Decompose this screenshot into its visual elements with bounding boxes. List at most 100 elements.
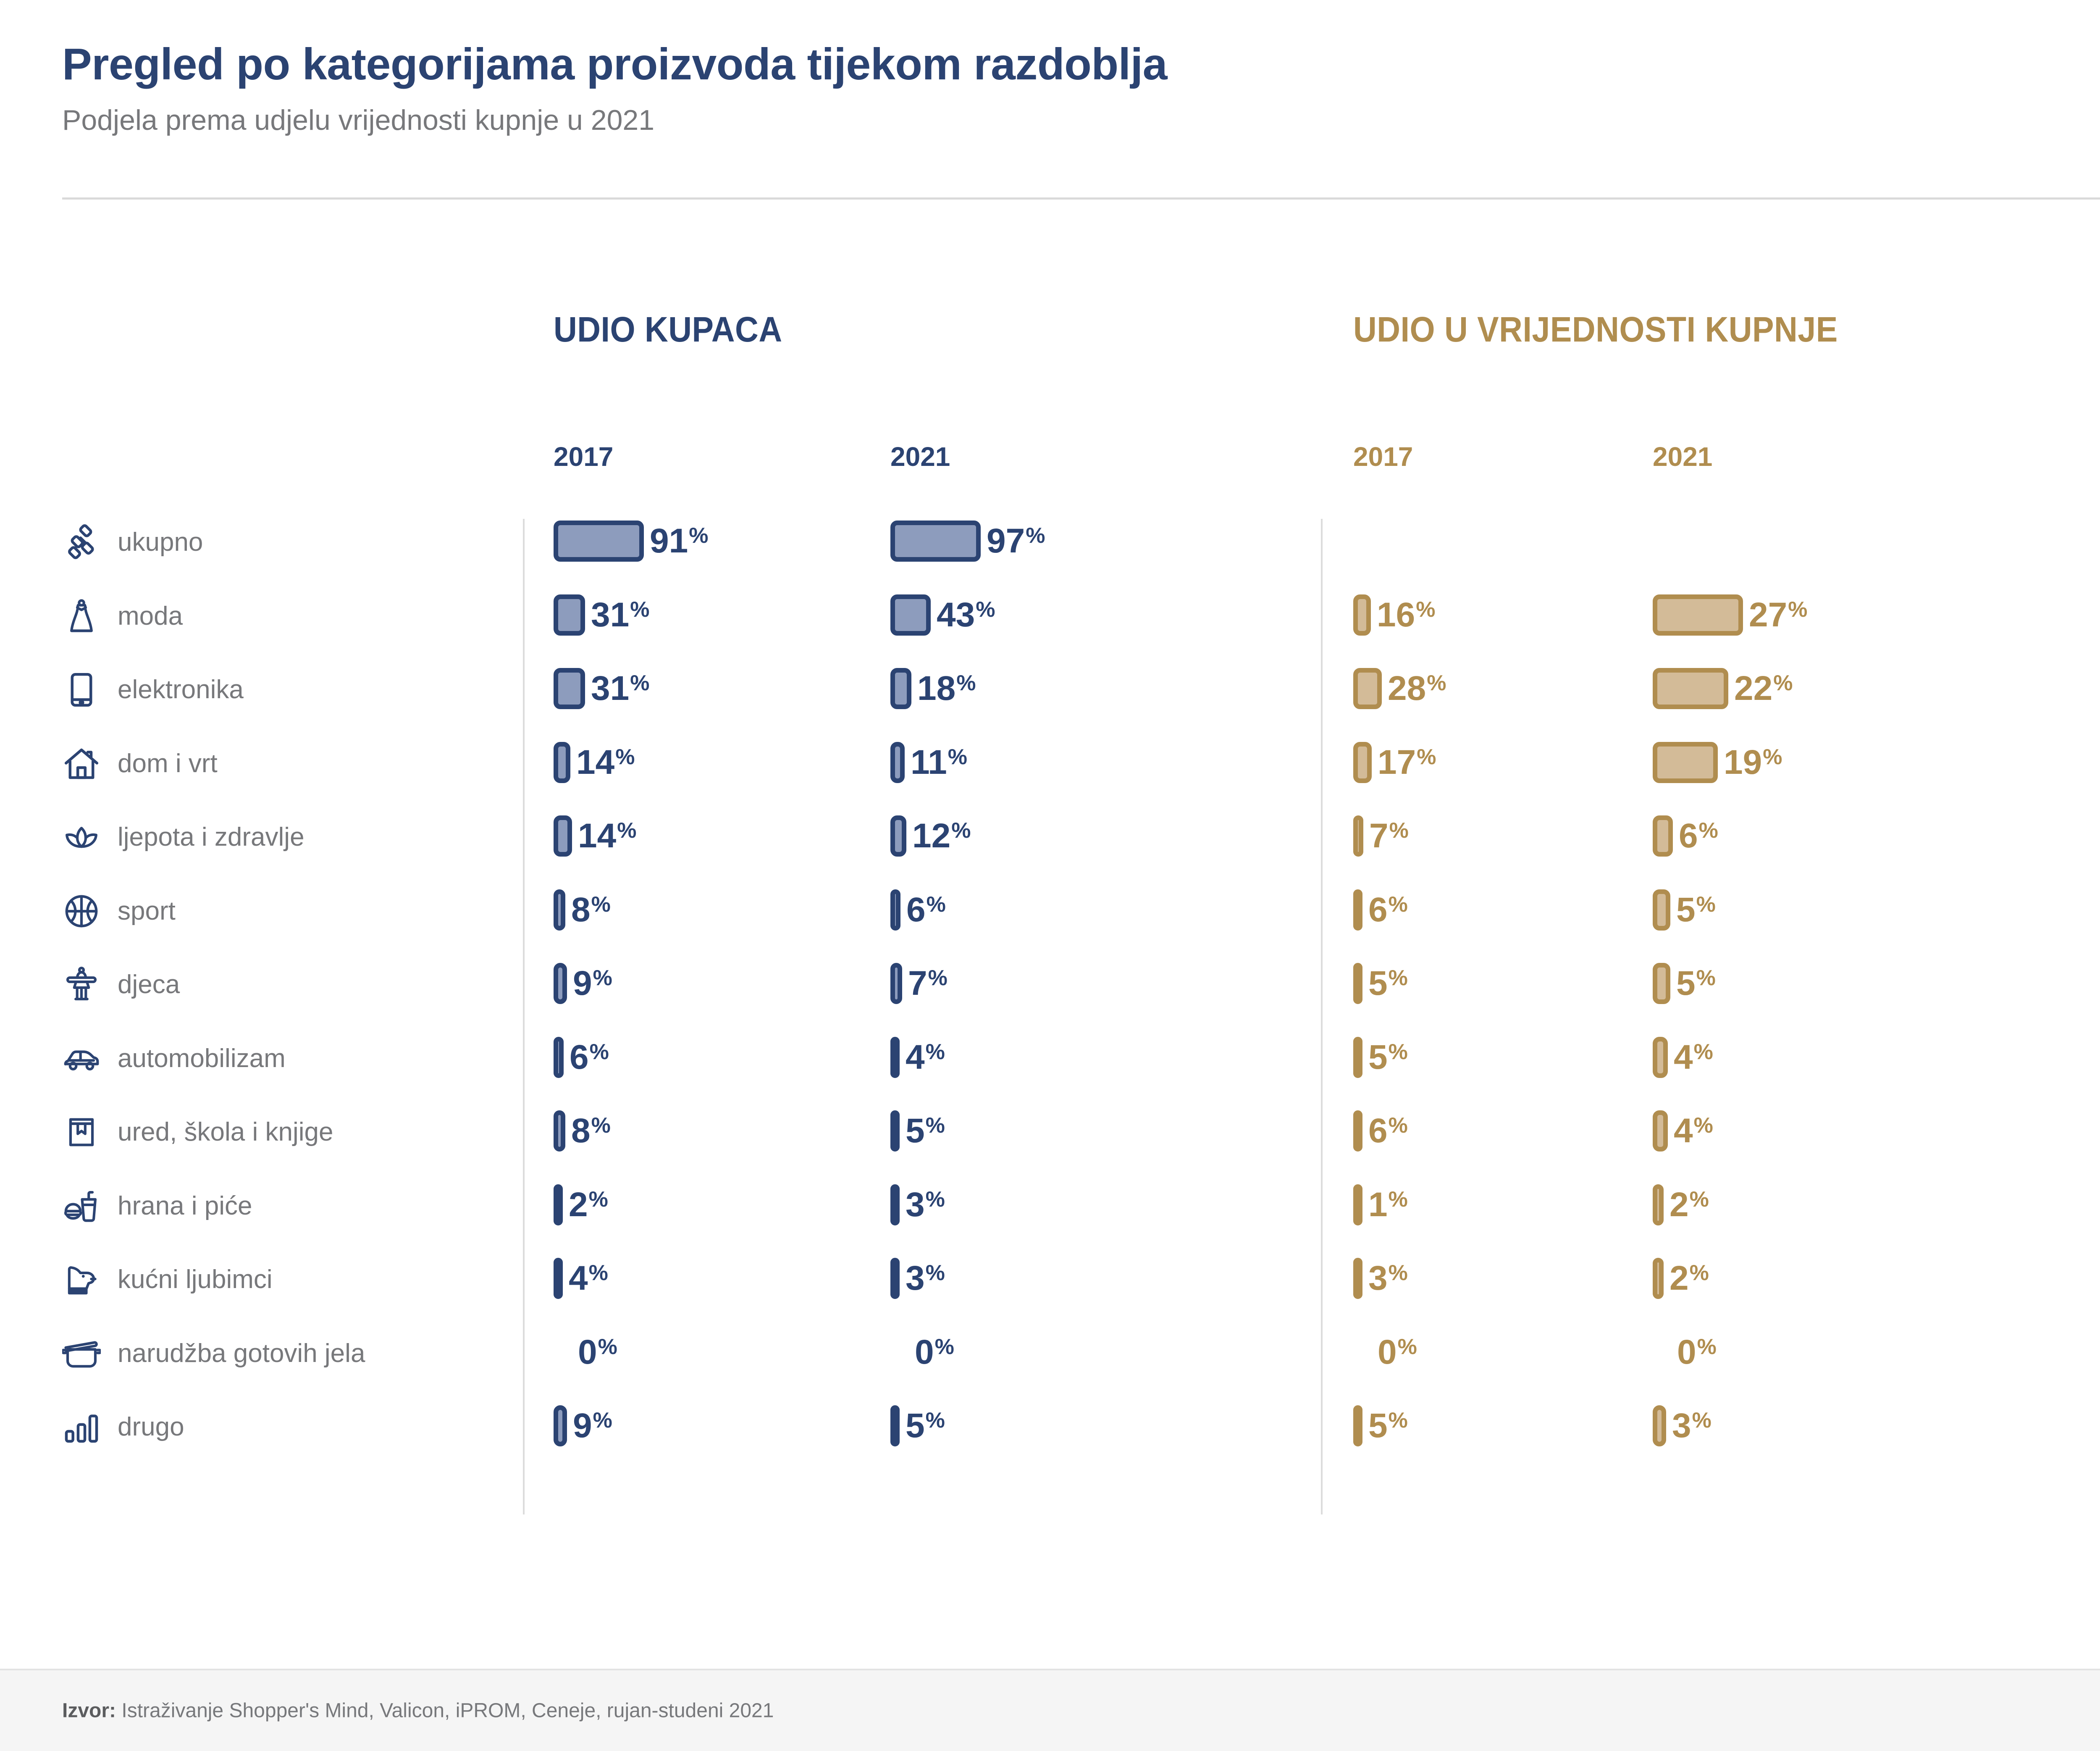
bar [890, 594, 931, 636]
category-label: hrana i piće [118, 1191, 252, 1220]
bar [554, 741, 570, 783]
bar [1353, 1405, 1362, 1446]
bar-cell-p0-2017-r7: 6% [554, 1036, 609, 1078]
bar-cell-p1-2017-r5: 6% [1353, 889, 1408, 931]
bar [554, 815, 572, 857]
bar-cell-p1-2021-r11: 0% [1653, 1332, 1717, 1372]
bar [1353, 741, 1372, 783]
percent-sign: % [925, 1261, 945, 1285]
bar [890, 1184, 900, 1225]
percent-sign: % [1697, 1334, 1717, 1359]
bar-value-label: 5% [1368, 1038, 1408, 1076]
bar-value-label: 27% [1749, 595, 1808, 634]
panel-title-1: UDIO U VRIJEDNOSTI KUPNJE [1353, 310, 1838, 349]
percent-sign: % [630, 671, 650, 695]
footer: Izvor: Istraživanje Shopper's Mind, Vali… [0, 1669, 2100, 1751]
bar-cell-p1-2017-r9: 1% [1353, 1184, 1408, 1225]
bar [1353, 963, 1362, 1004]
bar-cell-p1-2017-r12: 5% [1353, 1405, 1408, 1446]
bar-cell-p0-2017-r0: 91% [554, 521, 709, 562]
bar [1653, 815, 1673, 857]
bar-value-label: 2% [1670, 1185, 1709, 1224]
bar-value-label: 6% [1679, 817, 1718, 855]
source-label: Izvor: [62, 1699, 116, 1722]
bar [1653, 594, 1743, 636]
category-row-9: hrana i piće [62, 1186, 252, 1226]
percent-sign: % [1696, 966, 1716, 990]
bar-cell-p0-2017-r10: 4% [554, 1258, 608, 1299]
percent-sign: % [1388, 892, 1408, 917]
bar-value-label: 97% [987, 522, 1045, 560]
bar [1353, 815, 1363, 857]
bar-value-label: 1% [1368, 1185, 1408, 1224]
bar-value-label: 6% [1368, 890, 1408, 929]
bar-cell-p0-2021-r11: 0% [890, 1332, 954, 1372]
bar-cell-p1-2021-r1: 27% [1653, 594, 1808, 636]
percent-sign: % [1427, 671, 1446, 695]
bar-value-label: 4% [1674, 1112, 1713, 1150]
category-label: kućni ljubimci [118, 1265, 273, 1294]
bar-cell-p0-2017-r8: 8% [554, 1110, 611, 1152]
panel-separator-0 [523, 519, 525, 1514]
bar-cell-p0-2021-r3: 11% [890, 741, 967, 783]
percent-sign: % [1696, 892, 1716, 917]
child-icon [62, 965, 101, 1004]
percent-sign: % [928, 966, 948, 990]
bar-value-label: 5% [1368, 964, 1408, 1002]
bar-cell-p1-2021-r7: 4% [1653, 1036, 1713, 1078]
category-row-5: sport [62, 891, 176, 931]
bar [554, 1110, 565, 1152]
bar-cell-p0-2021-r10: 3% [890, 1258, 945, 1299]
bar-value-label: 5% [906, 1407, 945, 1445]
percent-sign: % [1389, 818, 1409, 843]
bar [1653, 741, 1718, 783]
bar-value-label: 4% [906, 1038, 945, 1076]
year-header-0-2017: 2017 [554, 442, 614, 472]
bar-cell-p0-2021-r4: 12% [890, 815, 971, 857]
bar-cell-p0-2021-r2: 18% [890, 668, 976, 709]
percent-sign: % [615, 744, 635, 769]
car-icon [62, 1039, 101, 1078]
bar-value-label: 6% [906, 890, 946, 929]
bar-cell-p1-2021-r6: 5% [1653, 963, 1716, 1004]
bar [1353, 1036, 1362, 1078]
percent-sign: % [589, 1039, 609, 1064]
bar [1653, 1184, 1664, 1225]
percent-sign: % [591, 1113, 611, 1138]
bar-cell-p0-2021-r0: 97% [890, 521, 1045, 562]
bar [554, 594, 585, 636]
bar-value-label: 8% [571, 1112, 611, 1150]
category-label: drugo [118, 1412, 184, 1441]
bar-value-label: 7% [908, 964, 948, 1002]
bar [890, 1258, 900, 1299]
bar-cell-p0-2021-r8: 5% [890, 1110, 945, 1152]
year-header-1-2021: 2021 [1653, 442, 1713, 472]
bar-cell-p0-2021-r5: 6% [890, 889, 946, 931]
bar-cell-p0-2017-r9: 2% [554, 1184, 608, 1225]
bar [1353, 1184, 1362, 1225]
bar-cell-p0-2017-r6: 9% [554, 963, 612, 1004]
percent-sign: % [1773, 671, 1793, 695]
category-row-2: elektronika [62, 670, 244, 710]
percent-sign: % [591, 892, 611, 917]
panel-title-0: UDIO KUPACA [554, 310, 782, 349]
bar-cell-p0-2017-r5: 8% [554, 889, 611, 931]
bar-cell-p1-2017-r3: 17% [1353, 741, 1436, 783]
bar [1653, 1258, 1664, 1299]
bar-value-label: 11% [911, 743, 967, 781]
percent-sign: % [1693, 1113, 1713, 1138]
bar-cell-p1-2021-r2: 22% [1653, 668, 1793, 709]
bar-cell-p1-2017-r7: 5% [1353, 1036, 1408, 1078]
category-label: narudžba gotovih jela [118, 1338, 365, 1368]
percent-sign: % [934, 1334, 954, 1359]
bar-cell-p1-2017-r2: 28% [1353, 668, 1446, 709]
percent-sign: % [593, 1408, 612, 1433]
source-text: Istraživanje Shopper's Mind, Valicon, iP… [121, 1699, 774, 1722]
percent-sign: % [1388, 1261, 1408, 1285]
percent-sign: % [1693, 1039, 1713, 1064]
bar [890, 889, 900, 931]
percent-sign: % [689, 523, 709, 548]
percent-sign: % [1388, 1187, 1408, 1212]
bar-value-label: 16% [1377, 595, 1436, 634]
bar-value-label: 22% [1734, 669, 1793, 707]
